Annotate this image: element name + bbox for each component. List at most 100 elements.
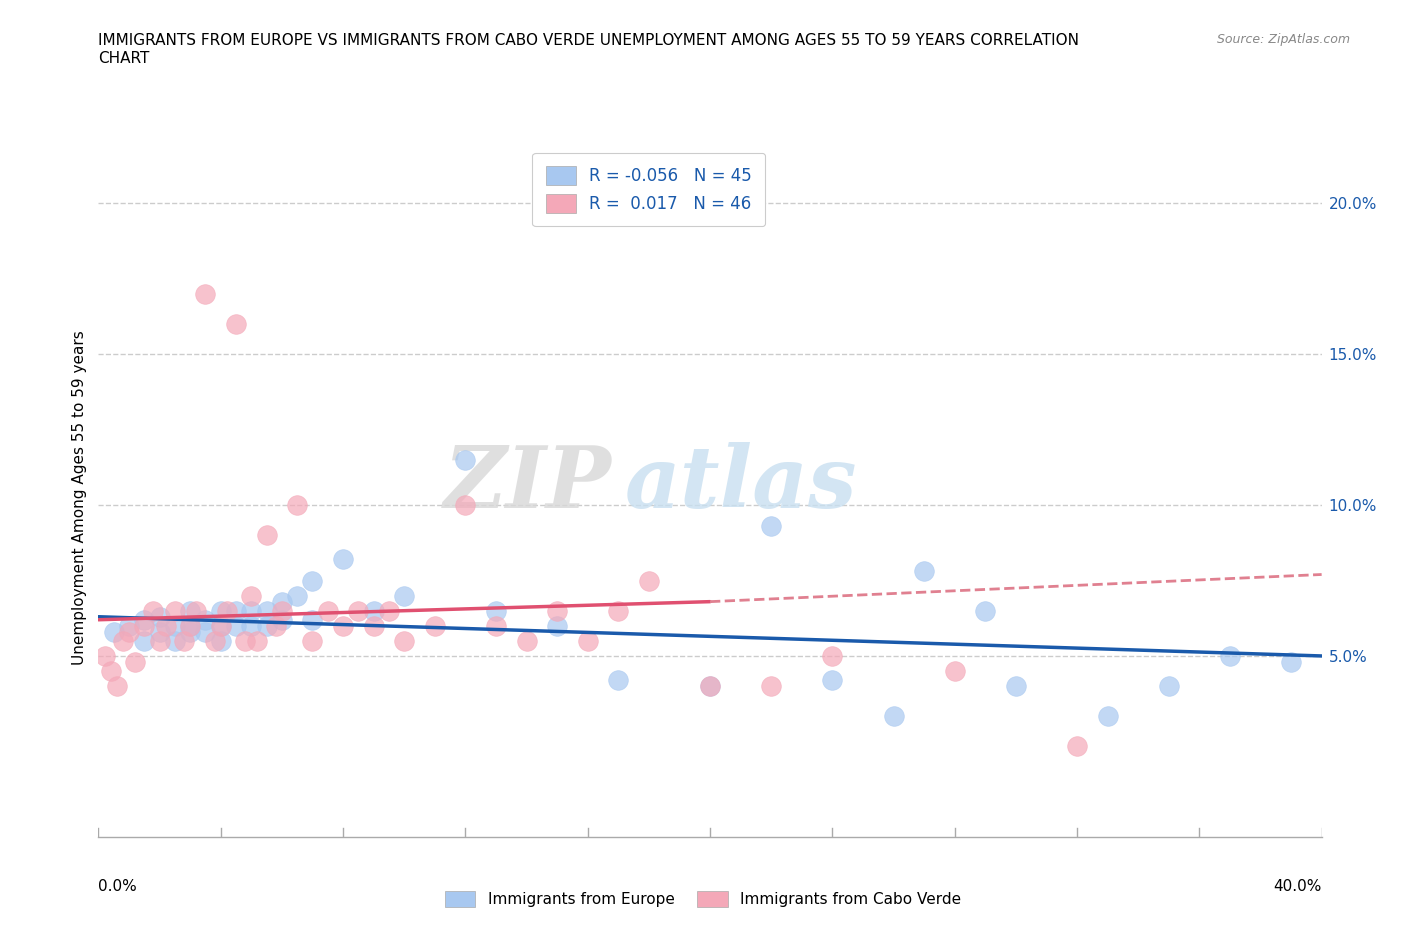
Point (607, 672, 630, 687)
Text: atlas: atlas (624, 443, 856, 525)
Point (270, 604, 292, 618)
Point (1157, 679, 1180, 694)
Point (173, 633, 195, 648)
Point (1004, 679, 1026, 694)
Point (943, 664, 966, 679)
Y-axis label: Unemployment Among Ages 55 to 59 years: Unemployment Among Ages 55 to 59 years (72, 330, 87, 665)
Point (699, 679, 721, 694)
Point (179, 624, 201, 639)
Point (194, 624, 217, 639)
Point (163, 633, 186, 648)
Point (142, 604, 165, 618)
Point (546, 618, 568, 633)
Point (215, 604, 238, 618)
Point (240, 618, 263, 633)
Point (209, 633, 232, 648)
Point (105, 679, 128, 694)
Point (93, 648, 115, 663)
Text: ZIP: ZIP (444, 443, 612, 525)
Point (225, 618, 247, 633)
Point (607, 604, 630, 618)
Point (637, 573, 661, 588)
Point (485, 604, 508, 618)
Legend: R = -0.056   N = 45, R =  0.017   N = 46: R = -0.056 N = 45, R = 0.017 N = 46 (533, 153, 765, 226)
Point (912, 564, 935, 578)
Point (149, 609, 172, 624)
Point (256, 604, 278, 618)
Point (240, 604, 263, 618)
Point (134, 612, 156, 627)
Point (821, 672, 844, 687)
Point (546, 604, 568, 618)
Point (264, 618, 287, 633)
Point (301, 573, 323, 588)
Legend: Immigrants from Europe, Immigrants from Cabo Verde: Immigrants from Europe, Immigrants from … (439, 884, 967, 913)
Point (576, 633, 599, 648)
Point (454, 452, 477, 467)
Point (209, 618, 232, 633)
Point (332, 552, 354, 567)
Text: IMMIGRANTS FROM EUROPE VS IMMIGRANTS FROM CABO VERDE UNEMPLOYMENT AMONG AGES 55 : IMMIGRANTS FROM EUROPE VS IMMIGRANTS FRO… (98, 33, 1080, 47)
Point (1066, 739, 1088, 754)
Point (209, 618, 232, 633)
Point (179, 618, 201, 633)
Point (821, 648, 844, 663)
Point (134, 618, 156, 633)
Point (179, 618, 201, 633)
Point (270, 612, 292, 627)
Point (516, 633, 538, 648)
Point (149, 633, 172, 648)
Point (759, 679, 782, 694)
Point (186, 604, 208, 618)
Point (149, 624, 172, 639)
Point (363, 604, 385, 618)
Point (240, 588, 263, 603)
Point (363, 618, 385, 633)
Text: 40.0%: 40.0% (1274, 879, 1322, 895)
Point (163, 618, 186, 633)
Point (347, 604, 370, 618)
Point (103, 624, 125, 639)
Point (883, 709, 905, 724)
Point (423, 618, 446, 633)
Point (454, 498, 477, 512)
Point (1097, 709, 1119, 724)
Point (1219, 648, 1241, 663)
Point (225, 316, 247, 331)
Point (759, 519, 782, 534)
Point (1279, 655, 1302, 670)
Point (155, 618, 177, 633)
Point (118, 624, 141, 639)
Point (194, 286, 217, 301)
Point (124, 655, 146, 670)
Point (179, 604, 201, 618)
Point (209, 604, 232, 618)
Point (204, 633, 226, 648)
Point (163, 604, 186, 618)
Point (246, 633, 269, 648)
Point (100, 664, 122, 679)
Text: 0.0%: 0.0% (98, 879, 138, 895)
Point (974, 604, 997, 618)
Point (225, 604, 247, 618)
Point (118, 618, 141, 633)
Point (699, 679, 721, 694)
Point (285, 498, 308, 512)
Point (194, 612, 217, 627)
Point (392, 633, 416, 648)
Point (316, 604, 339, 618)
Point (301, 612, 323, 627)
Point (285, 588, 308, 603)
Point (256, 618, 278, 633)
Text: CHART: CHART (98, 51, 150, 66)
Point (332, 618, 354, 633)
Text: Source: ZipAtlas.com: Source: ZipAtlas.com (1216, 33, 1350, 46)
Point (134, 633, 156, 648)
Point (256, 528, 278, 543)
Point (485, 618, 508, 633)
Point (392, 588, 416, 603)
Point (378, 604, 401, 618)
Point (301, 633, 323, 648)
Point (111, 633, 134, 648)
Point (270, 594, 292, 609)
